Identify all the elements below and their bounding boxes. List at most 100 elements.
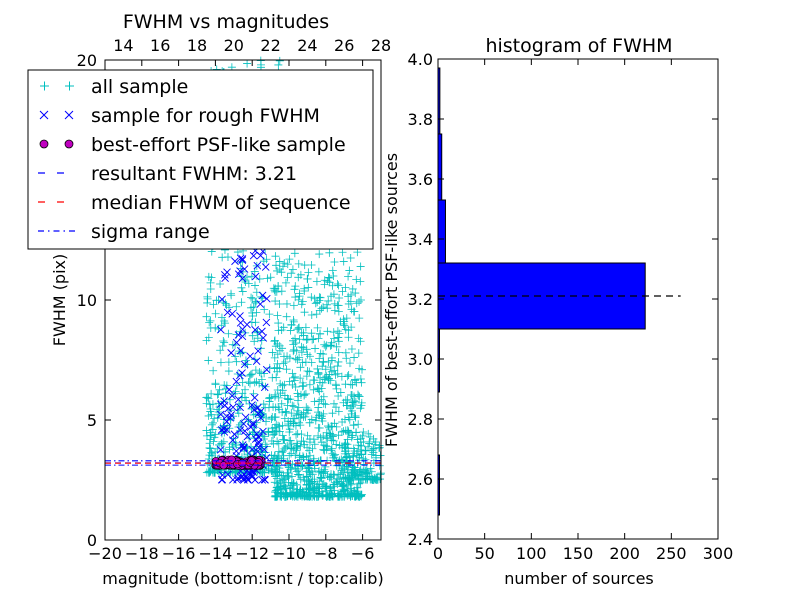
data-point <box>204 356 213 365</box>
data-point <box>226 413 235 422</box>
data-point <box>231 352 240 361</box>
data-point <box>249 419 257 428</box>
data-point <box>232 338 241 347</box>
data-point <box>249 251 258 260</box>
data-point <box>273 483 282 492</box>
data-point <box>343 491 352 500</box>
data-point <box>259 334 268 342</box>
data-point <box>237 283 246 292</box>
data-point <box>352 299 361 308</box>
data-point <box>300 476 309 485</box>
right-y-ticks: 2.4 2.6 2.8 3.0 3.2 3.4 3.6 3.8 4.0 <box>408 50 718 549</box>
data-point <box>264 428 273 437</box>
data-point <box>209 437 218 446</box>
data-point <box>340 321 349 330</box>
data-point <box>302 403 311 412</box>
data-point <box>283 273 292 282</box>
data-point <box>328 449 337 458</box>
data-point <box>274 439 283 448</box>
data-point <box>288 380 297 389</box>
data-point <box>304 492 313 501</box>
data-point <box>292 430 301 439</box>
data-point <box>278 485 287 494</box>
top-x-tick-label: 24 <box>297 36 317 55</box>
data-point <box>260 305 269 314</box>
data-point <box>278 448 287 457</box>
data-point <box>240 360 249 369</box>
data-point <box>317 384 326 393</box>
data-point <box>279 446 288 455</box>
data-point <box>252 357 261 366</box>
data-point <box>217 321 226 330</box>
data-point <box>335 329 344 338</box>
data-point <box>267 393 276 402</box>
data-point <box>314 334 323 343</box>
data-point <box>217 426 226 434</box>
data-point <box>296 475 305 484</box>
data-point <box>234 430 243 439</box>
histogram-bar <box>437 262 646 330</box>
data-point <box>321 400 330 409</box>
data-point <box>337 466 346 475</box>
data-point <box>228 442 237 451</box>
data-point <box>310 486 319 495</box>
data-point <box>223 308 232 317</box>
data-point <box>338 287 347 296</box>
y-tick-label: 20 <box>77 51 97 70</box>
data-point <box>313 364 322 373</box>
data-point <box>288 460 297 469</box>
data-point <box>279 323 288 332</box>
data-point <box>239 443 248 452</box>
data-point <box>286 326 295 335</box>
data-point <box>334 348 343 357</box>
data-point <box>232 357 241 366</box>
data-point <box>278 421 287 430</box>
data-point <box>339 257 348 266</box>
data-point <box>324 422 333 431</box>
data-point <box>288 369 297 378</box>
data-point <box>221 299 230 308</box>
data-point <box>208 400 217 409</box>
data-point <box>294 392 303 401</box>
data-point <box>297 455 306 464</box>
data-point <box>338 417 347 426</box>
data-point <box>276 492 285 501</box>
data-point <box>251 326 260 334</box>
data-point <box>282 365 291 374</box>
data-point <box>236 267 244 275</box>
data-point <box>254 347 262 355</box>
data-point <box>221 270 229 279</box>
data-point <box>345 453 354 462</box>
top-x-tick-label: 28 <box>371 36 391 55</box>
data-point <box>316 373 325 382</box>
data-point <box>211 309 220 318</box>
data-point <box>317 487 326 496</box>
data-point <box>345 474 354 483</box>
data-point <box>272 467 281 476</box>
left-reference-lines <box>105 460 381 466</box>
data-point <box>274 447 283 456</box>
data-point <box>236 312 244 320</box>
data-point <box>255 274 264 283</box>
data-point <box>258 291 267 300</box>
data-point <box>246 352 254 360</box>
data-point <box>243 432 252 441</box>
data-point <box>253 261 262 270</box>
data-point <box>299 328 308 337</box>
data-point <box>215 385 224 394</box>
data-point <box>343 426 352 435</box>
data-point <box>346 290 355 299</box>
data-point <box>327 341 336 350</box>
data-point <box>272 420 281 429</box>
data-point <box>343 460 352 469</box>
data-point <box>314 468 323 477</box>
data-point <box>347 323 356 332</box>
data-point <box>287 320 296 329</box>
data-point <box>207 389 216 398</box>
data-point <box>204 454 213 463</box>
data-point <box>330 453 339 462</box>
data-point <box>232 302 241 311</box>
data-point <box>209 418 218 427</box>
data-point <box>218 342 227 351</box>
data-point <box>317 304 326 313</box>
